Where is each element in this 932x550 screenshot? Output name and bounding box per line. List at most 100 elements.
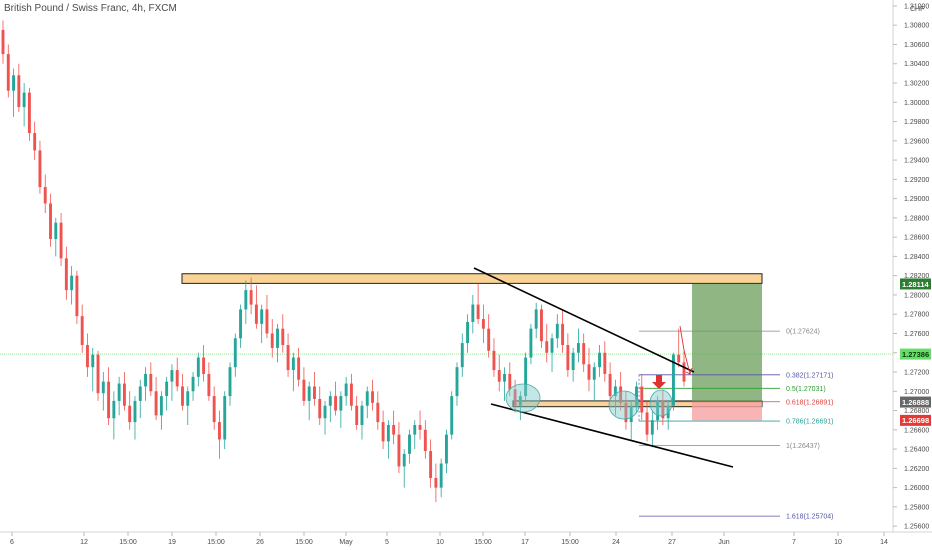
- y-tick-label: 1.30400: [904, 61, 929, 68]
- y-tick-label: 1.30200: [904, 80, 929, 87]
- candle-body: [592, 367, 596, 380]
- candle-body: [117, 383, 121, 401]
- fib-level-label: 0.382(1.27171): [786, 372, 833, 379]
- stop-loss-zone: [692, 402, 762, 421]
- candle-body: [228, 367, 232, 397]
- candle-body: [22, 92, 26, 108]
- fib-level-label: 0.5(1.27031): [786, 386, 826, 393]
- candle-body: [629, 405, 633, 423]
- retest-circle: [608, 390, 640, 420]
- candle-body: [244, 290, 248, 310]
- trade-layer: [692, 283, 762, 421]
- candle-body: [408, 434, 411, 454]
- candle-body: [334, 396, 338, 411]
- chart-title: British Pound / Swiss Franc, 4h, FXCM: [4, 3, 177, 14]
- candle-body: [223, 396, 227, 440]
- candle-body: [196, 357, 200, 377]
- candle-body: [386, 424, 390, 442]
- x-tick-label: 15:00: [561, 539, 579, 546]
- candle-body: [307, 386, 311, 401]
- candle-body: [381, 422, 385, 442]
- candle-body: [154, 391, 158, 416]
- candle-body: [291, 357, 295, 371]
- y-tick-label: 1.26800: [904, 408, 929, 415]
- candle-body: [371, 391, 374, 403]
- candle-body: [418, 424, 422, 430]
- candle-body: [534, 309, 538, 329]
- y-tick-label: 1.29000: [904, 196, 929, 203]
- y-tick-label: 1.29800: [904, 119, 929, 126]
- candle-body: [38, 150, 42, 188]
- y-tick-label: 1.25800: [904, 504, 929, 511]
- x-tick-label: 6: [10, 539, 14, 546]
- candle-body: [191, 376, 195, 392]
- candle-body: [423, 429, 427, 452]
- candle-body: [101, 381, 105, 394]
- y-tick-label: 1.28200: [904, 273, 929, 280]
- x-tick-label: Jun: [718, 539, 729, 546]
- projection-path: [679, 325, 693, 375]
- candle-body: [144, 373, 147, 387]
- candle-body: [376, 402, 380, 423]
- candle-body: [43, 187, 47, 204]
- y-tick-label: 1.29200: [904, 177, 929, 184]
- candle-body: [1, 30, 5, 55]
- price-tag-label: 1.27386: [902, 350, 929, 359]
- x-tick-label: 12: [80, 539, 88, 546]
- candle-body: [112, 400, 116, 419]
- candle-body: [355, 405, 359, 425]
- candle-body: [429, 451, 433, 478]
- candle-body: [318, 398, 322, 419]
- x-tick-label: 15:00: [207, 539, 225, 546]
- candle-body: [545, 341, 549, 353]
- x-tick-label: 19: [168, 539, 176, 546]
- x-tick-label: 14: [880, 539, 888, 546]
- candle-body: [434, 477, 438, 488]
- y-tick-label: 1.26600: [904, 427, 929, 434]
- candle-body: [165, 381, 169, 397]
- price-tag-label: 1.26888: [902, 398, 929, 407]
- candle-body: [122, 383, 126, 406]
- x-tick-label: 15:00: [295, 539, 313, 546]
- candle-body: [471, 304, 475, 322]
- candle-body: [466, 321, 470, 344]
- retest-circle: [649, 389, 673, 417]
- candle-body: [582, 343, 586, 365]
- y-tick-label: 1.30800: [904, 23, 929, 30]
- candle-body: [513, 389, 517, 406]
- y-tick-label: 1.27800: [904, 312, 929, 319]
- y-tick-label: 1.28800: [904, 215, 929, 222]
- y-tick-label: 1.27200: [904, 370, 929, 377]
- x-tick-label: 10: [834, 539, 842, 546]
- x-tick-label: 15:00: [119, 539, 137, 546]
- candle-body: [550, 338, 554, 353]
- price-tags-layer: 1.28114 1.27386 1.26888 1.26698: [900, 278, 931, 426]
- time-axis[interactable]: 6 12 15:00 19 15:00 26 15:00 May 5 10 15:00 17 15:00…: [10, 532, 888, 546]
- price-axis[interactable]: 1.31000 1.30800 1.30600 1.30400 1.30200 1.300…: [893, 3, 929, 531]
- candle-body: [613, 386, 617, 397]
- candle-body: [265, 309, 269, 334]
- candle-body: [682, 362, 686, 382]
- candle-body: [444, 434, 448, 464]
- candle-body: [286, 345, 290, 371]
- price-tag-label: 1.26698: [902, 416, 929, 425]
- candle-body: [497, 370, 501, 382]
- x-tick-label: 17: [521, 539, 529, 546]
- candle-body: [666, 405, 670, 419]
- x-tick-label: 27: [668, 539, 676, 546]
- candle-body: [212, 396, 216, 423]
- candle-body: [540, 309, 543, 342]
- candle-body: [80, 316, 84, 346]
- x-tick-label: 10: [436, 539, 444, 546]
- candle-body: [555, 323, 559, 339]
- candle-body: [671, 354, 675, 406]
- candle-body: [476, 304, 480, 320]
- candle-body: [640, 386, 644, 413]
- candle-body: [186, 391, 190, 406]
- fib-level-label: 1(1.26437): [786, 443, 820, 450]
- y-tick-label: 1.25600: [904, 524, 929, 531]
- y-tick-label: 1.28400: [904, 254, 929, 261]
- candle-body: [6, 54, 10, 91]
- upper-trendline: [473, 267, 695, 373]
